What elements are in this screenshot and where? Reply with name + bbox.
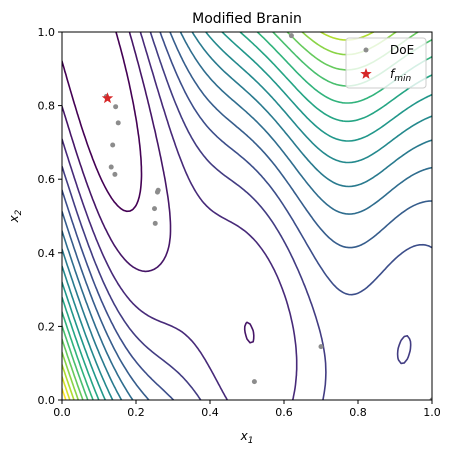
y-tick-label: 0.8: [38, 100, 56, 113]
fmin-marker: [101, 92, 114, 104]
contour-line: [62, 32, 432, 400]
y-tick-label: 0.2: [38, 320, 56, 333]
y-tick-label: 1.0: [38, 26, 56, 39]
x-axis-label: x1: [240, 429, 254, 446]
contour-line: [62, 32, 432, 400]
doe-point: [288, 33, 294, 39]
contour-line: [62, 32, 298, 400]
y-tick-label: 0.4: [38, 247, 56, 260]
x-tick-label: 0.6: [275, 406, 293, 419]
doe-point: [112, 171, 118, 177]
contour-line: [62, 387, 67, 400]
doe-point: [108, 164, 114, 170]
x-tick-label: 0.8: [349, 406, 367, 419]
doe-point: [429, 397, 432, 400]
doe-point: [152, 206, 157, 212]
x-tick-label: 0.4: [201, 406, 219, 419]
plot-frame: [61, 31, 433, 401]
doe-point: [115, 120, 121, 126]
contour-line: [62, 32, 255, 344]
x-tick-label: 1.0: [423, 406, 441, 419]
x-axis: 0.0 0.2 0.4 0.6 0.8 1.0: [53, 400, 441, 419]
x-tick-label: 0.0: [53, 406, 71, 419]
doe-point: [155, 187, 161, 193]
fmin-star: [101, 92, 114, 104]
doe-point: [152, 220, 158, 226]
contour-line: [62, 32, 432, 400]
chart-title: Modified Branin: [192, 11, 302, 27]
x-tick-label: 0.2: [127, 406, 145, 419]
doe-point: [318, 344, 324, 350]
contour-line: [62, 32, 432, 400]
doe-point: [113, 104, 119, 110]
contour-line: [62, 32, 432, 400]
doe-point: [251, 379, 257, 385]
y-axis-label: x2: [7, 209, 24, 223]
doe-point: [110, 142, 116, 148]
contour-line: [62, 32, 432, 400]
y-tick-label: 0.6: [38, 173, 56, 186]
doe-points: [103, 33, 432, 400]
contour-line: [62, 376, 71, 400]
legend-doe-label: DoE: [390, 43, 414, 57]
legend: DoE fmin: [345, 37, 427, 89]
legend-doe-marker: [363, 47, 369, 53]
contour-line: [62, 32, 143, 213]
y-axis: 0.0 0.2 0.4 0.6 0.8 1.0: [38, 26, 62, 407]
legend-fmin-label: fmin: [390, 67, 412, 84]
y-tick-label: 0.0: [38, 394, 56, 407]
legend-fmin-marker: [360, 68, 372, 79]
